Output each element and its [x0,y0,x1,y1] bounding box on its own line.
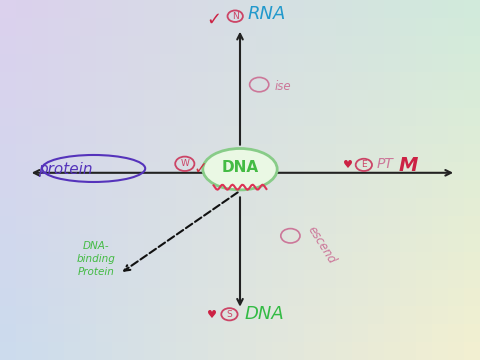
Text: RNA: RNA [247,5,286,23]
Text: ♥: ♥ [207,310,217,320]
Text: ✓: ✓ [206,11,221,29]
Text: N: N [232,12,239,21]
Text: S: S [227,310,232,319]
Text: escend: escend [305,224,338,266]
Text: ♥: ♥ [343,160,353,170]
Text: DNA: DNA [245,305,285,323]
Text: E: E [361,161,367,169]
Text: DNA: DNA [221,160,259,175]
Text: ise: ise [275,80,291,93]
Text: PT: PT [377,157,394,171]
Text: W: W [180,159,189,168]
Text: ✓: ✓ [194,159,207,177]
Text: protein: protein [38,162,93,177]
Text: M: M [398,156,418,175]
Text: DNA-
binding
Protein: DNA- binding Protein [77,241,115,278]
Ellipse shape [203,148,277,190]
